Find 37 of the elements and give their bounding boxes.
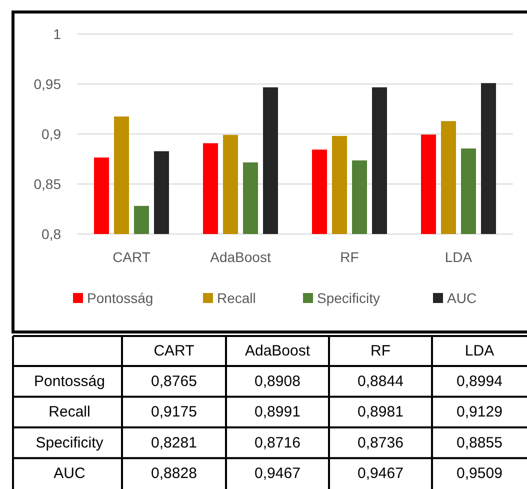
category-label: LDA	[464, 342, 494, 360]
data-label: 0,8765	[151, 372, 197, 390]
legend-label: Specificity	[317, 290, 380, 306]
x-tick-label: CART	[112, 249, 151, 265]
x-tick-label: AdaBoost	[210, 249, 271, 265]
data-label: 0,9509	[456, 464, 502, 482]
data-label: 0,9175	[151, 404, 197, 421]
text: AUC	[54, 464, 86, 482]
data-label: 0,8855	[456, 434, 502, 452]
data-label: 0,8908	[254, 372, 300, 390]
data-label: 0,9467	[358, 464, 404, 482]
text: Recall	[48, 404, 90, 421]
legend-label: AUC	[447, 290, 477, 306]
y-tick-label: 0,95	[34, 76, 62, 92]
x-tick-label: LDA	[444, 249, 473, 265]
x-tick-label: RF	[340, 249, 359, 265]
y-tick-label: 0,85	[34, 176, 62, 192]
category-label: RF	[370, 342, 390, 360]
data-label: 0,9129	[456, 404, 502, 421]
y-tick-label: 1	[53, 26, 62, 42]
data-label: 0,9467	[254, 464, 300, 482]
data-label: 0,8828	[151, 464, 197, 482]
legend-label: Pontosság	[87, 290, 154, 306]
text: Specificity	[36, 434, 104, 452]
data-label: 0,8716	[254, 434, 300, 452]
data-label: 0,8736	[358, 434, 404, 452]
legend-label: Recall	[217, 290, 256, 306]
y-tick-label: 0,8	[42, 226, 62, 242]
data-label: 0,8994	[456, 372, 502, 390]
data-label: 0,8844	[358, 372, 404, 390]
data-label: 0,8981	[358, 404, 404, 421]
data-label: 0,8991	[254, 404, 300, 421]
y-tick-label: 0,9	[42, 126, 62, 142]
category-label: AdaBoost	[244, 342, 310, 360]
category-label: CART	[154, 342, 194, 360]
data-label: 0,8281	[151, 434, 197, 452]
text: Pontosság	[34, 372, 105, 390]
